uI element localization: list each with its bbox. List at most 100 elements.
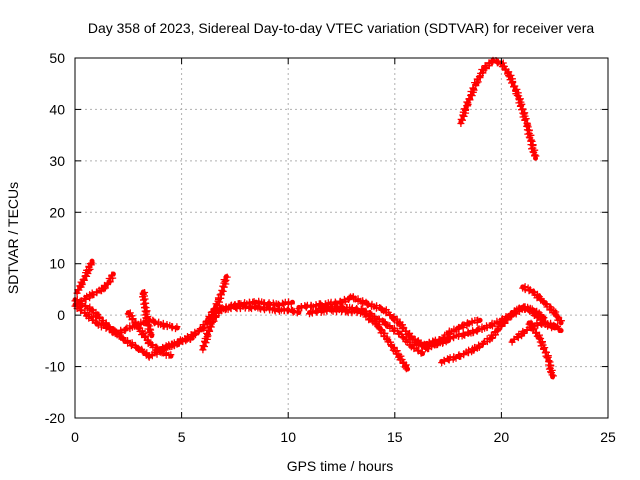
data-point	[349, 294, 355, 300]
data-point	[413, 338, 419, 344]
data-point	[289, 299, 295, 305]
data-point	[533, 155, 539, 161]
data-point	[142, 304, 148, 310]
data-point	[550, 374, 556, 380]
data-point	[520, 330, 526, 336]
data-point	[100, 286, 106, 292]
data-point	[360, 307, 366, 313]
data-point	[424, 340, 430, 346]
data-point	[136, 325, 142, 331]
y-tick-label: 10	[49, 256, 65, 272]
data-point	[93, 320, 99, 326]
data-point	[552, 310, 558, 316]
data-point	[439, 358, 445, 364]
data-point	[125, 310, 131, 316]
data-point	[396, 330, 402, 336]
data-point	[200, 325, 206, 331]
data-point	[200, 346, 206, 352]
data-point	[509, 338, 515, 344]
data-point	[157, 346, 163, 352]
data-point	[168, 353, 174, 359]
data-point	[232, 304, 238, 310]
data-point	[211, 307, 217, 313]
data-point	[275, 307, 281, 313]
data-point	[477, 317, 483, 323]
series-trace-5	[139, 289, 155, 339]
data-point	[147, 340, 153, 346]
data-point	[520, 304, 526, 310]
data-point	[339, 304, 344, 310]
data-point	[520, 284, 526, 290]
data-point	[409, 343, 415, 349]
data-point	[515, 94, 521, 100]
data-point	[445, 335, 451, 341]
data-point	[530, 322, 536, 328]
data-point	[530, 289, 536, 295]
data-point	[253, 304, 259, 310]
data-point	[174, 340, 180, 346]
data-point	[456, 325, 462, 331]
data-point	[296, 304, 302, 310]
series-trace-16	[519, 283, 565, 326]
series-trace-9	[210, 302, 302, 317]
data-point	[110, 271, 116, 277]
y-tick-label: 30	[49, 153, 65, 169]
axis-ticks: 0 5 10 15 20 25 -20 -10 0 10 20 30 40 50	[45, 50, 616, 445]
data-point	[78, 281, 84, 287]
x-axis-label: GPS time / hours	[287, 458, 394, 474]
data-point	[464, 101, 470, 107]
data-series	[71, 56, 565, 380]
data-point	[466, 330, 472, 336]
y-tick-label: 40	[49, 101, 65, 117]
data-point	[162, 322, 168, 328]
data-point	[507, 73, 513, 79]
data-point	[473, 81, 479, 87]
data-point	[147, 328, 153, 334]
data-point	[524, 122, 530, 128]
data-point	[405, 366, 411, 372]
data-point	[317, 304, 323, 310]
x-tick-label: 10	[280, 429, 296, 445]
data-point	[420, 351, 426, 357]
data-point	[360, 299, 366, 305]
data-point	[537, 335, 543, 341]
series-trace-15	[423, 303, 558, 349]
data-point	[385, 338, 391, 344]
data-point	[140, 289, 146, 295]
series-trace-4	[75, 271, 117, 307]
data-point	[219, 289, 225, 295]
data-point	[481, 65, 487, 71]
data-point	[296, 310, 302, 316]
data-point	[189, 333, 195, 339]
y-tick-label: 0	[57, 307, 65, 323]
data-point	[85, 268, 91, 274]
data-point	[208, 320, 214, 326]
data-point	[76, 299, 82, 305]
data-point	[424, 346, 430, 352]
data-point	[458, 119, 464, 125]
x-tick-label: 15	[387, 429, 403, 445]
series-trace-19	[457, 56, 540, 161]
y-axis-label: SDTVAR / TECUs	[5, 182, 21, 294]
data-point	[89, 307, 95, 313]
data-point	[541, 320, 547, 326]
data-point	[204, 333, 210, 339]
plot-frame	[74, 57, 609, 419]
data-point	[488, 322, 494, 328]
data-point	[473, 346, 479, 352]
data-point	[223, 274, 229, 280]
data-point	[530, 310, 536, 316]
data-point	[558, 320, 564, 326]
chart-title: Day 358 of 2023, Sidereal Day-to-day VTE…	[88, 20, 594, 36]
data-point	[307, 310, 313, 316]
x-tick-label: 20	[494, 429, 510, 445]
data-point	[119, 335, 125, 341]
data-point	[115, 330, 121, 336]
data-point	[174, 325, 180, 331]
data-point	[509, 312, 515, 318]
data-point	[466, 320, 472, 326]
series-trace	[457, 56, 540, 160]
data-point	[89, 258, 95, 264]
y-tick-label: -10	[45, 359, 65, 375]
